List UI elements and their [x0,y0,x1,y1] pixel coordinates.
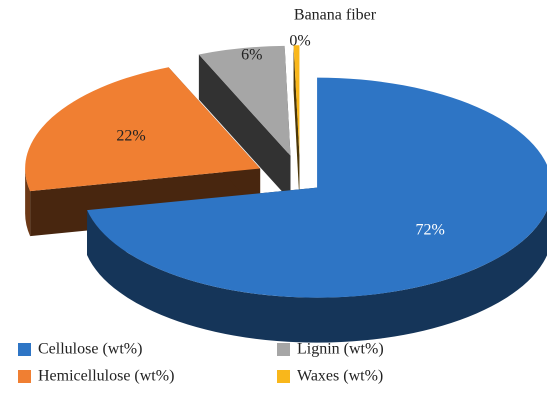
legend-swatch [277,343,290,356]
legend-swatch [277,370,290,383]
legend-label: Waxes (wt%) [297,368,383,385]
legend-label: Lignin (wt%) [297,341,384,358]
slice [87,77,547,298]
slice [25,67,261,192]
slice-wall [293,45,300,201]
slice-side [87,210,547,343]
chart-title: Banana fiber [294,7,377,24]
slice [293,45,300,156]
data-label: 22% [116,128,145,145]
data-label: 72% [416,221,445,238]
legend-label: Hemicellulose (wt%) [38,368,174,385]
data-label: 0% [289,33,310,50]
legend-swatch [18,343,31,356]
legend-swatch [18,370,31,383]
data-label: 6% [241,47,262,64]
slice-wall [198,54,291,201]
slice-side [25,168,31,237]
legend-label: Cellulose (wt%) [38,341,142,358]
slice [198,45,291,156]
